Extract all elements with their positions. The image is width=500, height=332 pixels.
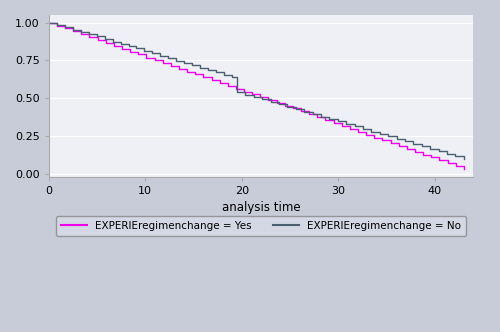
Line: EXPERIEregimenchange = No: EXPERIEregimenchange = No <box>49 23 464 159</box>
EXPERIEregimenchange = No <box>46 21 52 25</box>
Legend: EXPERIEregimenchange = Yes, EXPERIEregimenchange = No: EXPERIEregimenchange = Yes, EXPERIEregim… <box>56 216 467 236</box>
EXPERIEregimenchange = Yes <box>314 115 320 119</box>
EXPERIEregimenchange = No <box>78 30 84 34</box>
EXPERIEregimenchange = Yes <box>192 72 198 76</box>
EXPERIEregimenchange = Yes <box>46 21 52 25</box>
EXPERIEregimenchange = Yes <box>241 90 247 94</box>
EXPERIEregimenchange = No <box>461 157 467 161</box>
EXPERIEregimenchange = Yes <box>298 109 304 113</box>
EXPERIEregimenchange = Yes <box>78 32 84 36</box>
EXPERIEregimenchange = No <box>293 107 299 111</box>
EXPERIEregimenchange = Yes <box>428 155 434 159</box>
EXPERIEregimenchange = No <box>310 112 316 116</box>
EXPERIEregimenchange = No <box>427 146 433 150</box>
EXPERIEregimenchange = Yes <box>461 168 467 172</box>
Line: EXPERIEregimenchange = Yes: EXPERIEregimenchange = Yes <box>49 23 464 170</box>
EXPERIEregimenchange = No <box>190 63 196 67</box>
X-axis label: analysis time: analysis time <box>222 202 300 214</box>
EXPERIEregimenchange = No <box>234 90 240 94</box>
